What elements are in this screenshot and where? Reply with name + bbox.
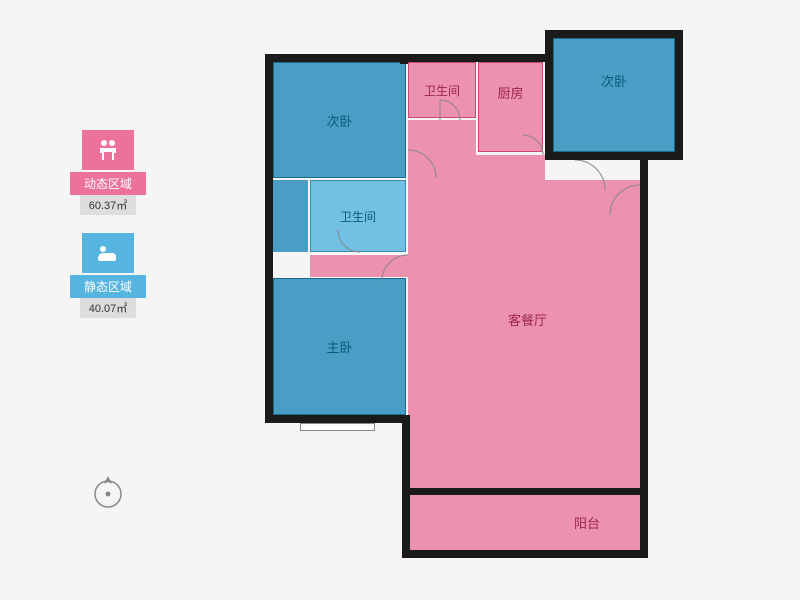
living-room-label: 客餐厅 xyxy=(508,310,547,329)
room-bathroom2-strip xyxy=(273,180,308,252)
master-label: 主卧 xyxy=(326,337,352,356)
wall-segment xyxy=(265,415,410,423)
wall-segment xyxy=(640,488,648,558)
wall-segment xyxy=(553,30,683,38)
kitchen-label: 厨房 xyxy=(497,83,523,102)
dynamic-label: 动态区域 xyxy=(70,172,146,195)
room-kitchen: 厨房 xyxy=(478,62,543,152)
floorplan: 客餐厅 次卧 卫生间 厨房 次卧 卫生间 主卧 阳台 xyxy=(265,30,735,570)
legend-static: 静态区域 40.07㎡ xyxy=(70,233,146,318)
static-value: 40.07㎡ xyxy=(80,298,136,318)
static-icon xyxy=(82,233,134,273)
bedroom2-left-label: 次卧 xyxy=(326,111,352,130)
static-label: 静态区域 xyxy=(70,275,146,298)
dynamic-value: 60.37㎡ xyxy=(80,195,136,215)
legend-panel: 动态区域 60.37㎡ 静态区域 40.07㎡ xyxy=(70,130,146,336)
wall-segment xyxy=(545,30,553,160)
wall-segment xyxy=(675,30,683,160)
wall-segment xyxy=(640,160,648,495)
dynamic-icon xyxy=(82,130,134,170)
wall-segment xyxy=(408,54,553,62)
balcony-label: 阳台 xyxy=(574,513,600,532)
room-bathroom1: 卫生间 xyxy=(408,62,476,118)
wall-segment xyxy=(402,415,410,555)
room-bathroom2: 卫生间 xyxy=(310,180,406,252)
room-living-wide: 客餐厅 xyxy=(408,180,640,490)
room-living-left xyxy=(310,255,410,277)
window-master xyxy=(300,423,375,431)
room-bedroom2-left: 次卧 xyxy=(273,62,406,178)
wall-segment xyxy=(402,550,648,558)
room-bedroom2-right: 次卧 xyxy=(553,38,675,152)
bedroom2-right-label: 次卧 xyxy=(601,71,627,90)
bathroom2-label: 卫生间 xyxy=(340,208,376,225)
room-balcony: 阳台 xyxy=(410,495,640,550)
wall-segment xyxy=(265,54,408,62)
wall-segment xyxy=(402,488,648,495)
wall-segment xyxy=(553,152,683,160)
wall-segment xyxy=(400,54,408,64)
bathroom1-label: 卫生间 xyxy=(424,82,460,99)
legend-dynamic: 动态区域 60.37㎡ xyxy=(70,130,146,215)
room-master: 主卧 xyxy=(273,278,406,415)
wall-segment xyxy=(265,54,273,422)
compass-icon xyxy=(88,470,128,510)
